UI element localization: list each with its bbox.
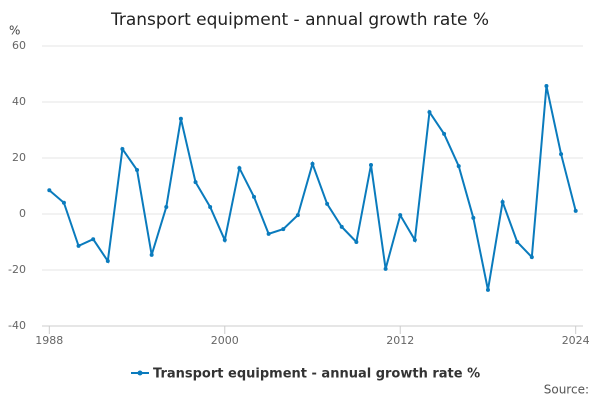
point: [559, 152, 564, 157]
x-tick-label: 2000: [211, 334, 239, 347]
point: [515, 240, 520, 244]
x-tick-label: 1988: [35, 334, 63, 347]
point: [325, 201, 330, 206]
point: [471, 215, 476, 220]
point: [149, 252, 154, 257]
line: [48, 85, 577, 291]
source: Source:: [544, 383, 589, 397]
legend-label: Transport equipment - annual growth rate…: [153, 367, 480, 382]
point: [178, 116, 183, 121]
legend-swatch-dot: [137, 370, 143, 376]
point: [427, 110, 432, 115]
point: [76, 243, 81, 248]
point: [295, 213, 300, 218]
point: [354, 240, 359, 244]
y-axis-label: %: [9, 24, 20, 38]
point: [91, 237, 96, 242]
point: [266, 231, 271, 236]
y-tick-label: 40: [12, 95, 26, 108]
point: [339, 224, 344, 229]
point: [500, 199, 505, 204]
point: [47, 188, 52, 193]
y-tick-label: 0: [19, 207, 26, 220]
y-tick-label: 20: [12, 151, 26, 164]
point: [222, 238, 227, 243]
point: [281, 227, 286, 232]
point: [135, 168, 140, 173]
y-tick-label: -40: [8, 319, 26, 332]
point: [529, 255, 534, 260]
point: [442, 131, 447, 136]
y-tick-label: 60: [12, 39, 26, 52]
point: [412, 238, 417, 243]
point: [61, 200, 66, 205]
point: [237, 166, 242, 171]
point: [310, 161, 315, 166]
point: [105, 259, 110, 264]
point: [383, 266, 388, 271]
y-tick-label: -20: [8, 263, 26, 276]
point: [208, 205, 213, 209]
point: [252, 194, 257, 199]
x-tick-label: 2012: [386, 334, 414, 347]
point: [193, 180, 198, 185]
point: [485, 287, 490, 292]
chart-title: Transport equipment - annual growth rate…: [110, 10, 489, 30]
point: [544, 84, 549, 89]
point: [398, 213, 403, 218]
point: [456, 164, 461, 169]
point: [573, 208, 578, 213]
point: [368, 163, 373, 167]
point: [164, 205, 169, 209]
x-tick-label: 2024: [562, 334, 590, 347]
point: [120, 147, 125, 152]
